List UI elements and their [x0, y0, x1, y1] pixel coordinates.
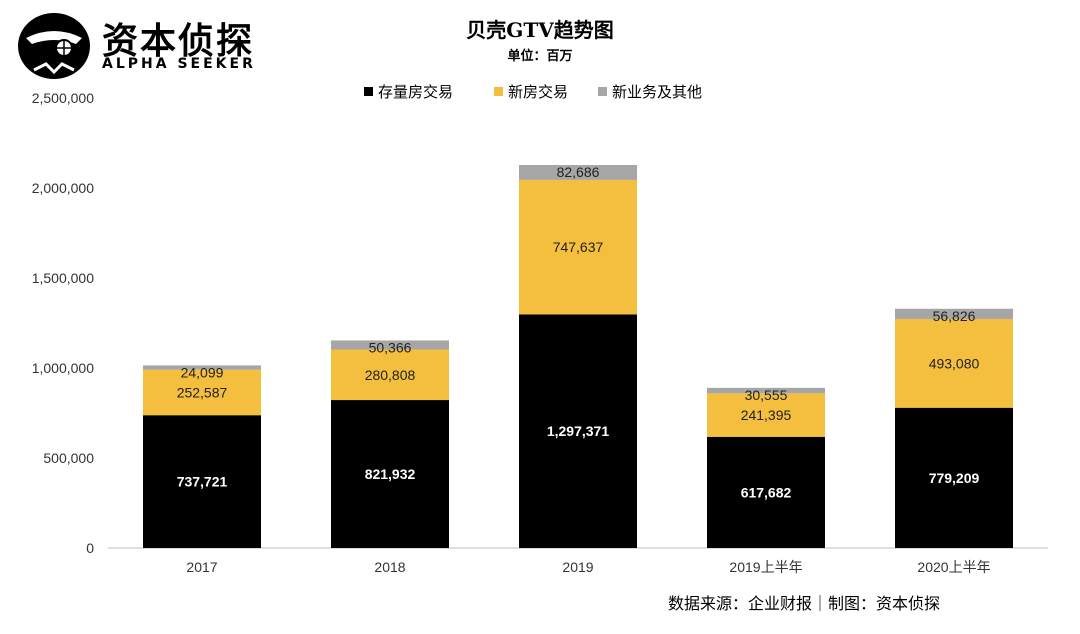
- data-source-note: 数据来源：企业财报｜制图：资本侦探: [667, 594, 940, 613]
- bar-segment: [519, 179, 637, 315]
- data-label: 30,555: [745, 387, 788, 403]
- bar-segment: [707, 387, 825, 394]
- data-label: 280,808: [365, 367, 416, 383]
- y-tick-label: 500,000: [43, 450, 94, 466]
- data-label: 50,366: [369, 339, 412, 355]
- data-label: 82,686: [557, 164, 600, 180]
- bar-segment: [331, 340, 449, 350]
- y-tick-label: 1,000,000: [32, 360, 94, 376]
- bar-segment: [331, 349, 449, 401]
- data-label: 617,682: [741, 484, 792, 500]
- data-label: 737,721: [177, 474, 228, 490]
- bar-segment: [519, 165, 637, 180]
- detective-icon: [18, 13, 90, 79]
- bar-segment: [331, 400, 449, 548]
- data-label: 821,932: [365, 466, 416, 482]
- brand-tagline: ALPHA SEEKER: [102, 56, 256, 72]
- bar-segment: [143, 369, 261, 416]
- legend-label: 存量房交易: [378, 83, 453, 101]
- data-label: 1,297,371: [547, 423, 609, 439]
- data-label: 493,080: [929, 355, 980, 371]
- x-tick-label: 2017: [186, 559, 217, 575]
- y-tick-label: 2,000,000: [32, 180, 94, 196]
- bar-segment: [143, 365, 261, 370]
- legend-swatch: [494, 87, 503, 96]
- bar-segment: [895, 308, 1013, 319]
- x-tick-label: 2018: [374, 559, 405, 575]
- data-label: 56,826: [933, 308, 976, 324]
- x-tick-label: 2019: [562, 559, 593, 575]
- y-tick-label: 0: [86, 540, 94, 556]
- bar-segment: [519, 314, 637, 548]
- data-label: 779,209: [929, 470, 980, 486]
- chart-title: 贝壳GTV趋势图: [466, 18, 614, 42]
- legend-swatch: [364, 87, 373, 96]
- x-tick-label: 2019上半年: [729, 559, 802, 575]
- data-label: 747,637: [553, 239, 604, 255]
- chart-subtitle: 单位：百万: [507, 49, 573, 64]
- data-label: 241,395: [741, 407, 792, 423]
- bar-segment: [143, 415, 261, 548]
- bar-segment: [707, 436, 825, 548]
- brand-name: 资本侦探: [102, 21, 255, 62]
- legend-swatch: [598, 87, 607, 96]
- y-tick-label: 1,500,000: [32, 270, 94, 286]
- x-tick-label: 2020上半年: [917, 559, 990, 575]
- bar-segment: [895, 318, 1013, 408]
- y-tick-label: 2,500,000: [32, 90, 94, 106]
- bar-segment: [707, 393, 825, 437]
- data-label: 252,587: [177, 384, 228, 400]
- legend-label: 新业务及其他: [612, 83, 702, 101]
- legend-label: 新房交易: [508, 83, 568, 101]
- bar-segment: [895, 407, 1013, 548]
- data-label: 24,099: [181, 364, 224, 380]
- brand-logo: 资本侦探 ALPHA SEEKER: [16, 8, 256, 80]
